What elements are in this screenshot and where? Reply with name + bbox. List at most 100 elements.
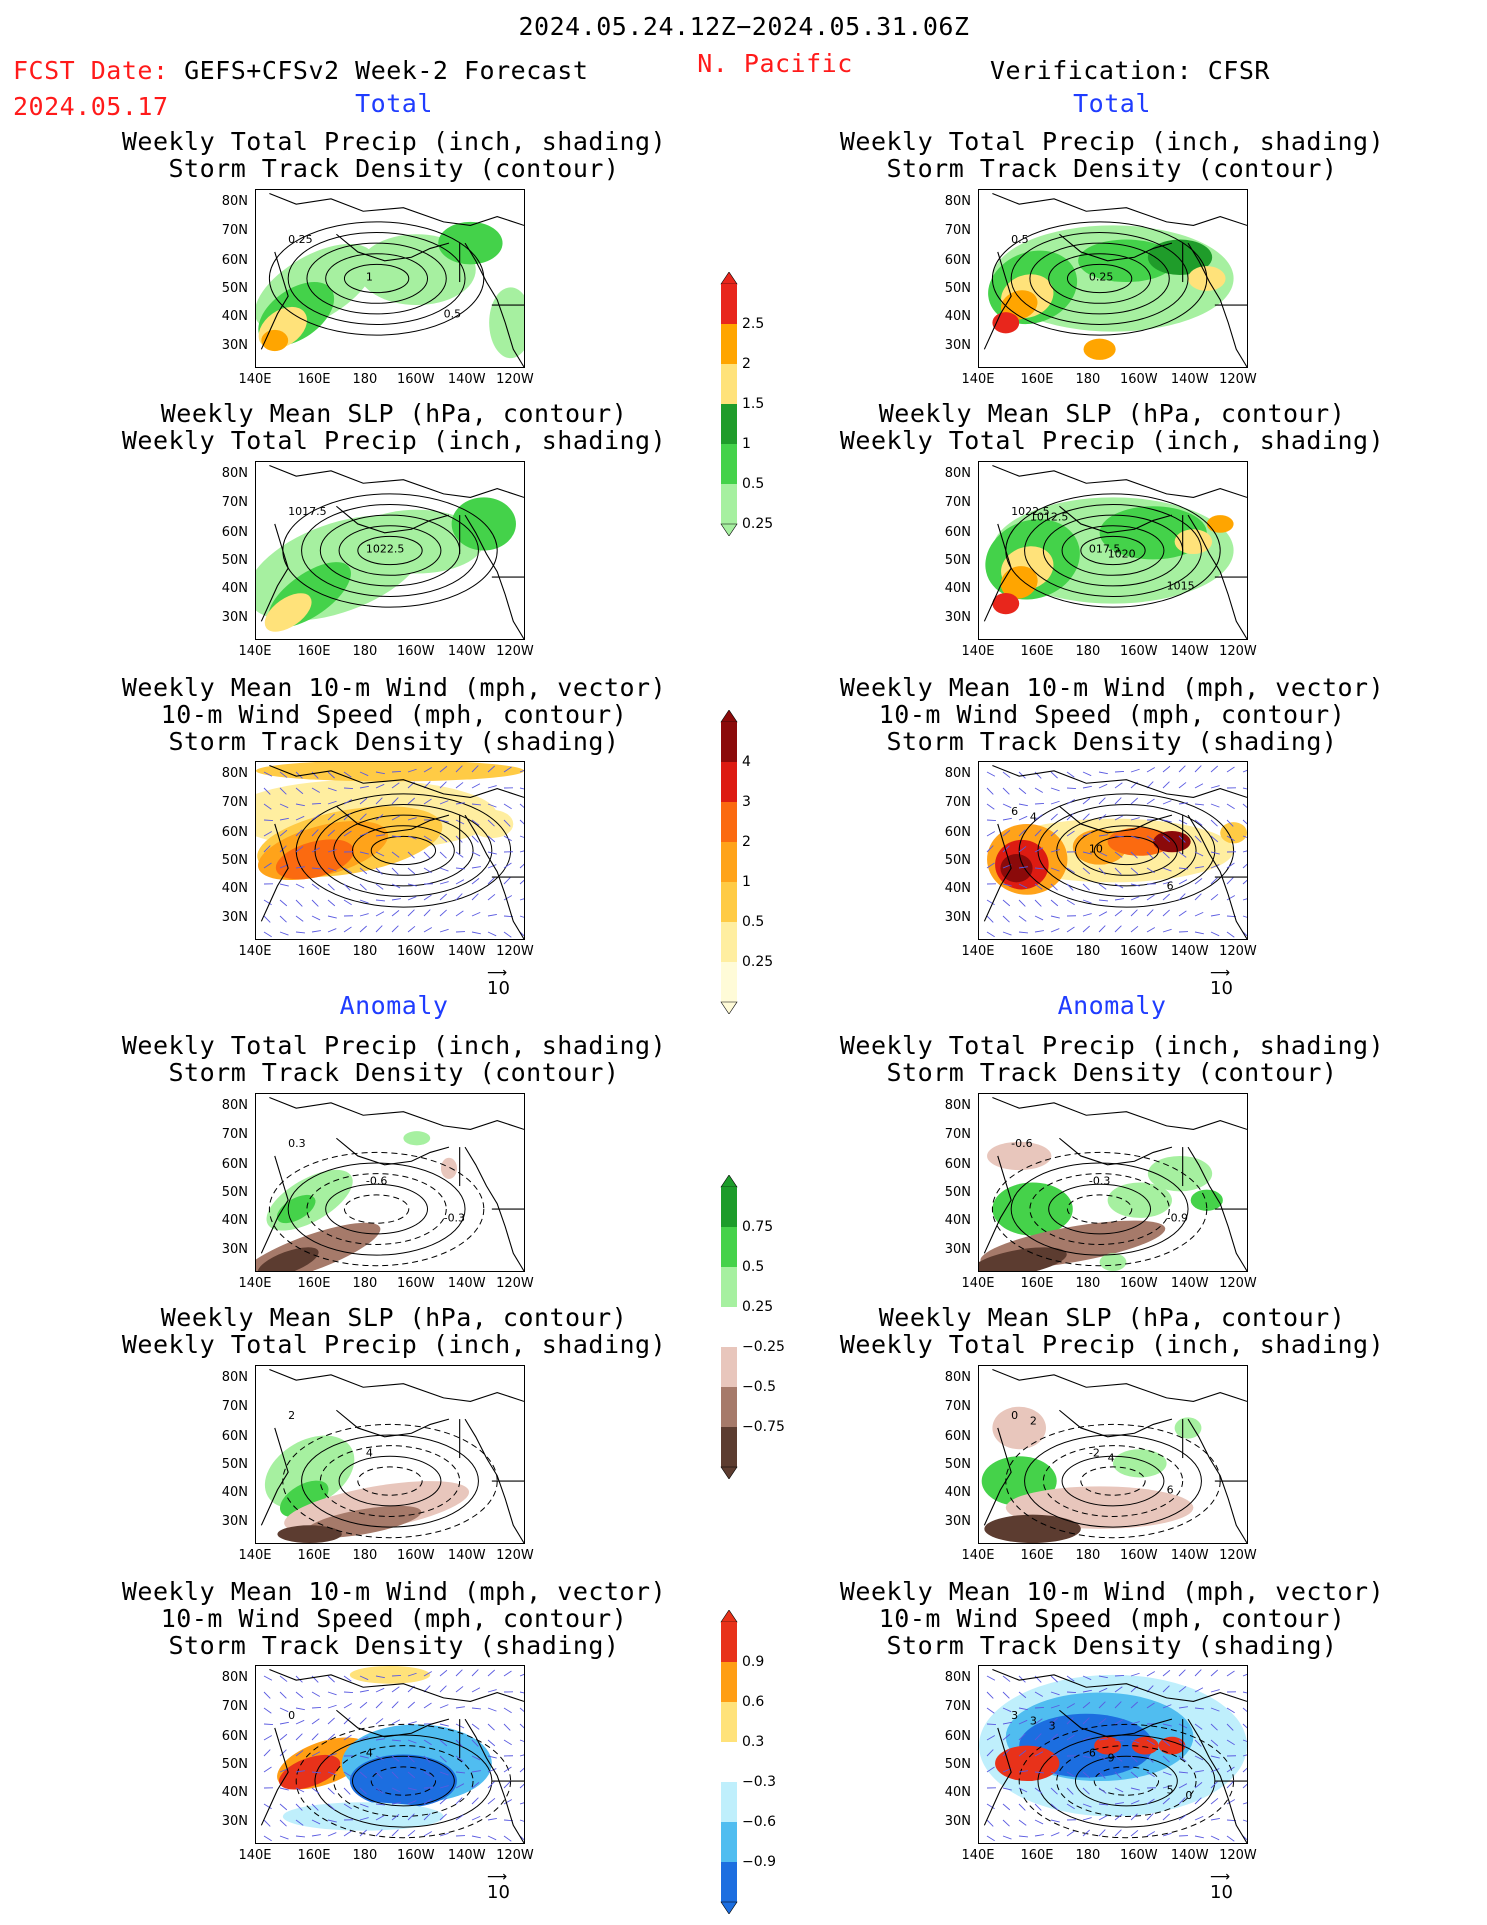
colorbar-segment	[721, 1427, 737, 1467]
wind-vector	[407, 797, 416, 805]
colorbar-label: −0.6	[742, 1814, 776, 1830]
lat-label: 60N	[944, 1156, 971, 1172]
wind-vector	[1050, 1832, 1060, 1837]
lon-label: 120W	[1219, 1276, 1257, 1291]
wind-vector	[1082, 1755, 1092, 1759]
wind-vector	[311, 1771, 321, 1774]
lat-label: 60N	[221, 1428, 248, 1444]
wind-vector	[519, 1835, 524, 1841]
contour-line	[1061, 525, 1165, 576]
wind-vector	[1082, 1817, 1092, 1821]
wind-vector	[1242, 915, 1247, 918]
coastline	[983, 1727, 1012, 1826]
wind-vector	[487, 835, 496, 843]
wind-vector	[1162, 1832, 1172, 1837]
wind-vector	[487, 1723, 495, 1731]
map-panel-fc-anom-precip: 0.3 -0.6 -0.3	[255, 1093, 525, 1272]
wind-vector	[519, 863, 524, 869]
wind-vector	[1210, 1817, 1220, 1821]
contour-line	[343, 263, 410, 294]
contour-line	[325, 253, 429, 304]
wind-vector	[455, 802, 465, 805]
coastline	[992, 765, 1247, 798]
wind-vector	[279, 1803, 288, 1811]
region-label: N. Pacific	[697, 49, 853, 78]
coastline	[269, 765, 524, 798]
wind-vector	[263, 1835, 272, 1842]
lon-label: 180	[1075, 944, 1101, 959]
wind-vector	[1082, 832, 1092, 837]
wind-vector	[1146, 909, 1154, 917]
wind-vector	[1194, 1835, 1204, 1839]
wind-vector	[503, 895, 513, 901]
wind-vector	[1034, 787, 1043, 793]
shading-region	[278, 1754, 341, 1790]
wind-vector	[311, 1819, 321, 1825]
wind-vector	[343, 1830, 352, 1837]
panel-title-line: Storm Track Density (shading)	[168, 727, 620, 756]
wind-vector	[279, 1749, 287, 1757]
wind-vector	[327, 1819, 337, 1823]
shading-region	[992, 1406, 1046, 1450]
vector-reference-value: 10	[487, 978, 510, 999]
wind-vector	[1098, 851, 1108, 857]
wind-vector	[1146, 835, 1155, 842]
wind-vector	[1242, 1739, 1247, 1742]
wind-vector	[343, 1803, 352, 1810]
wind-vector	[1082, 797, 1091, 805]
coastline	[269, 1097, 524, 1130]
wind-vector	[503, 766, 512, 773]
wind-vector	[375, 1701, 383, 1709]
wind-vector	[986, 787, 994, 795]
lat-label: 70N	[944, 1698, 971, 1714]
contour-label: -0.3	[1089, 1174, 1110, 1187]
colorbar-label: 4	[742, 754, 751, 770]
lat-label: 50N	[944, 281, 971, 297]
shading-region	[1153, 831, 1191, 853]
wind-vector	[1114, 925, 1122, 933]
wind-vector	[391, 1674, 402, 1677]
wind-vector	[1066, 1717, 1074, 1725]
colorbar-segment	[721, 962, 737, 1002]
lat-label: 40N	[944, 1785, 971, 1801]
lon-label: 160E	[297, 1548, 331, 1563]
wind-vector	[1162, 1723, 1172, 1727]
wind-vector	[439, 1685, 447, 1693]
wind-vector	[1050, 1691, 1060, 1696]
panel-title-line: Weekly Total Precip (inch, shading)	[121, 127, 667, 156]
wind-vector	[375, 851, 385, 857]
coastline	[464, 1146, 524, 1271]
wind-vector	[423, 1831, 433, 1837]
wind-vector	[263, 862, 272, 869]
wind-vector	[391, 1739, 401, 1742]
wind-vector	[327, 787, 337, 792]
lat-label: 50N	[221, 1757, 248, 1773]
wind-vector	[503, 1670, 512, 1677]
wind-vector	[375, 925, 383, 933]
coastline	[1059, 1137, 1173, 1166]
wind-vector	[391, 1829, 399, 1837]
wind-vector	[1098, 1701, 1106, 1709]
lat-label: 60N	[944, 252, 971, 268]
wind-vector	[279, 931, 289, 936]
wind-vector	[471, 1770, 481, 1773]
colorbar-label: 1	[742, 436, 751, 452]
lat-label: 50N	[944, 553, 971, 569]
contour-label: 3	[1011, 1709, 1018, 1722]
wind-vector	[1002, 1675, 1011, 1682]
wind-vector	[986, 1803, 995, 1810]
wind-vector	[359, 771, 369, 777]
wind-vector	[1098, 883, 1107, 890]
wind-vector	[986, 831, 996, 837]
lon-label: 140E	[238, 644, 272, 659]
wind-vector	[1130, 1787, 1140, 1791]
wind-vector	[1162, 781, 1170, 789]
wind-vector	[391, 815, 401, 821]
wind-vector	[1018, 915, 1027, 922]
shading-region	[440, 1157, 457, 1179]
wind-vector	[439, 819, 449, 823]
wind-vector	[519, 769, 524, 773]
wind-vector	[986, 845, 994, 853]
wind-vector	[375, 1675, 385, 1679]
wind-vector	[1066, 1771, 1075, 1778]
